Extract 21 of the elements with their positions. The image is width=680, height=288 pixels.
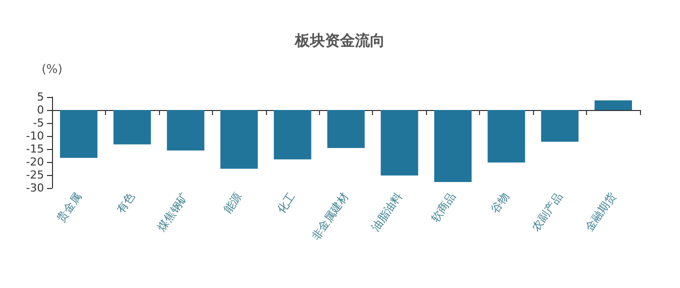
y-tick-label: -5	[33, 116, 44, 130]
x-tick-label: 贵金属	[54, 190, 84, 225]
x-tick-label: 煤焦钢矿	[155, 190, 191, 234]
x-tick-label: 谷物	[488, 190, 512, 216]
y-tick-label: 5	[37, 90, 44, 104]
x-tick-label: 能源	[221, 190, 244, 216]
x-tick-label: 有色	[114, 190, 138, 216]
x-tick-label: 金融期货	[582, 190, 619, 234]
x-tick-label: 油脂油料	[368, 190, 405, 234]
y-tick-label: -10	[26, 130, 44, 142]
y-tick-label: -25	[26, 168, 44, 182]
x-tick-label: 化工	[274, 190, 298, 216]
y-tick-label: -15	[26, 142, 44, 156]
y-tick-label: -30	[26, 182, 44, 194]
x-tick-label: 农副产品	[529, 190, 566, 234]
x-tick-label: 软商品	[428, 190, 458, 225]
y-tick-label: -20	[26, 156, 44, 168]
x-tick-label: 非金属建材	[309, 190, 352, 243]
y-axis-title: (%)	[42, 62, 62, 76]
chart-title: 板块资金流向	[294, 32, 385, 50]
y-tick-label: 0	[37, 104, 44, 116]
